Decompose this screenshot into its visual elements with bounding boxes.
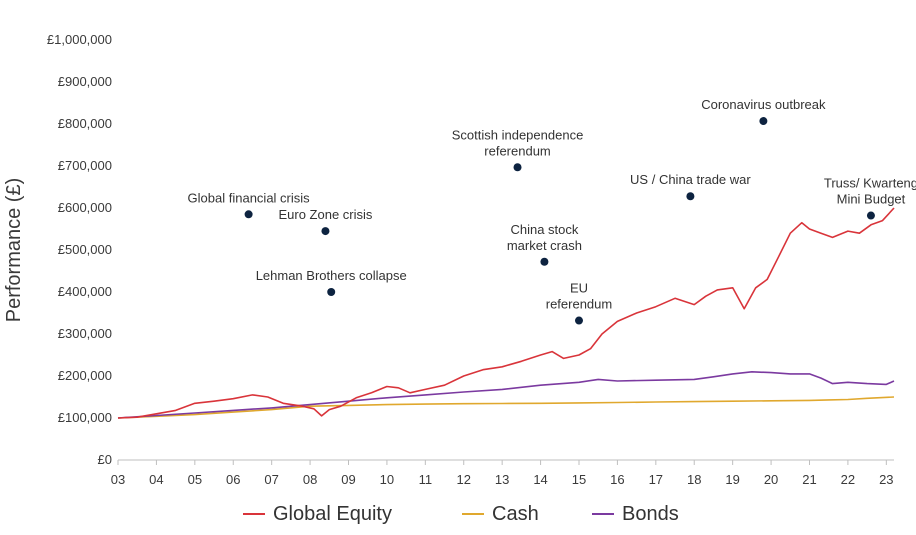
x-tick-label: 15 [572,472,586,487]
series-line-bonds [117,370,895,419]
y-axis-ticks: £0 £100,000 £200,000 £300,000 £400,000 £500,0… [47,32,112,467]
x-tick-label: 20 [764,472,778,487]
x-tick-label: 23 [879,472,893,487]
annotation-label: Mini Budget [837,192,906,207]
x-tick-label: 13 [495,472,509,487]
event-annotations: Global financial crisis Euro Zone crisis L… [188,97,916,325]
y-tick-label: £600,000 [58,200,112,215]
x-tick-label: 12 [457,472,471,487]
annotation-label: market crash [507,238,582,253]
x-tick-label: 06 [226,472,240,487]
annotation-label: Coronavirus outbreak [701,97,826,112]
x-tick-label: 10 [380,472,394,487]
y-axis-title: Performance (£) [3,178,25,323]
x-tick-label: 22 [841,472,855,487]
y-tick-label: £800,000 [58,116,112,131]
y-tick-label: £0 [98,452,112,467]
x-tick-label: 14 [533,472,547,487]
annotation-marker [759,117,768,126]
annotation-label: Lehman Brothers collapse [256,268,407,283]
series-line-global-equity [117,207,895,419]
annotation-marker [327,288,336,296]
annotation-marker [866,211,875,220]
annotation-marker [686,192,695,201]
annotation-label: Truss/ Kwarteng [824,176,916,191]
y-tick-label: £1,000,000 [47,32,112,47]
annotation-label: referendum [546,297,612,312]
x-tick-label: 16 [610,472,624,487]
annotation-label: China stock [510,222,578,237]
annotation-label: EU [570,281,588,296]
annotation-marker [244,210,253,219]
y-tick-label: £200,000 [58,368,112,383]
x-tick-label: 21 [802,472,816,487]
annotation-marker [540,257,549,266]
legend-label: Global Equity [273,503,392,525]
x-tick-label: 09 [341,472,355,487]
x-tick-label: 07 [264,472,278,487]
x-tick-label: 18 [687,472,701,487]
x-tick-label: 17 [649,472,663,487]
series-line-cash [117,396,895,419]
x-tick-label: 04 [149,472,163,487]
y-tick-label: £900,000 [58,74,112,89]
annotation-label: US / China trade war [630,172,751,187]
x-tick-label: 11 [419,472,433,487]
x-tick-label: 19 [725,472,739,487]
series-lines [117,207,895,419]
y-tick-label: £400,000 [58,284,112,299]
legend-label: Bonds [622,503,679,525]
annotation-label: referendum [484,143,550,158]
annotation-label: Global financial crisis [188,190,311,205]
annotation-marker [574,316,583,325]
x-tick-label: 05 [188,472,202,487]
annotation-marker [513,163,522,172]
y-tick-label: £100,000 [58,410,112,425]
y-tick-label: £700,000 [58,158,112,173]
annotation-marker [321,227,330,236]
annotation-label: Scottish independence [452,127,584,142]
y-tick-label: £300,000 [58,326,112,341]
x-axis-ticks: 03 04 05 06 07 08 09 10 11 12 13 14 15 16 17 18 19 20 21 22… [111,459,894,487]
y-tick-label: £500,000 [58,242,112,257]
x-tick-label: 03 [111,472,125,487]
y-axis-label-group: Performance (£) [3,178,25,323]
legend: Global Equity Cash Bonds [243,503,679,525]
x-tick-label: 08 [303,472,317,487]
legend-label: Cash [492,503,539,525]
annotation-label: Euro Zone crisis [278,207,372,222]
